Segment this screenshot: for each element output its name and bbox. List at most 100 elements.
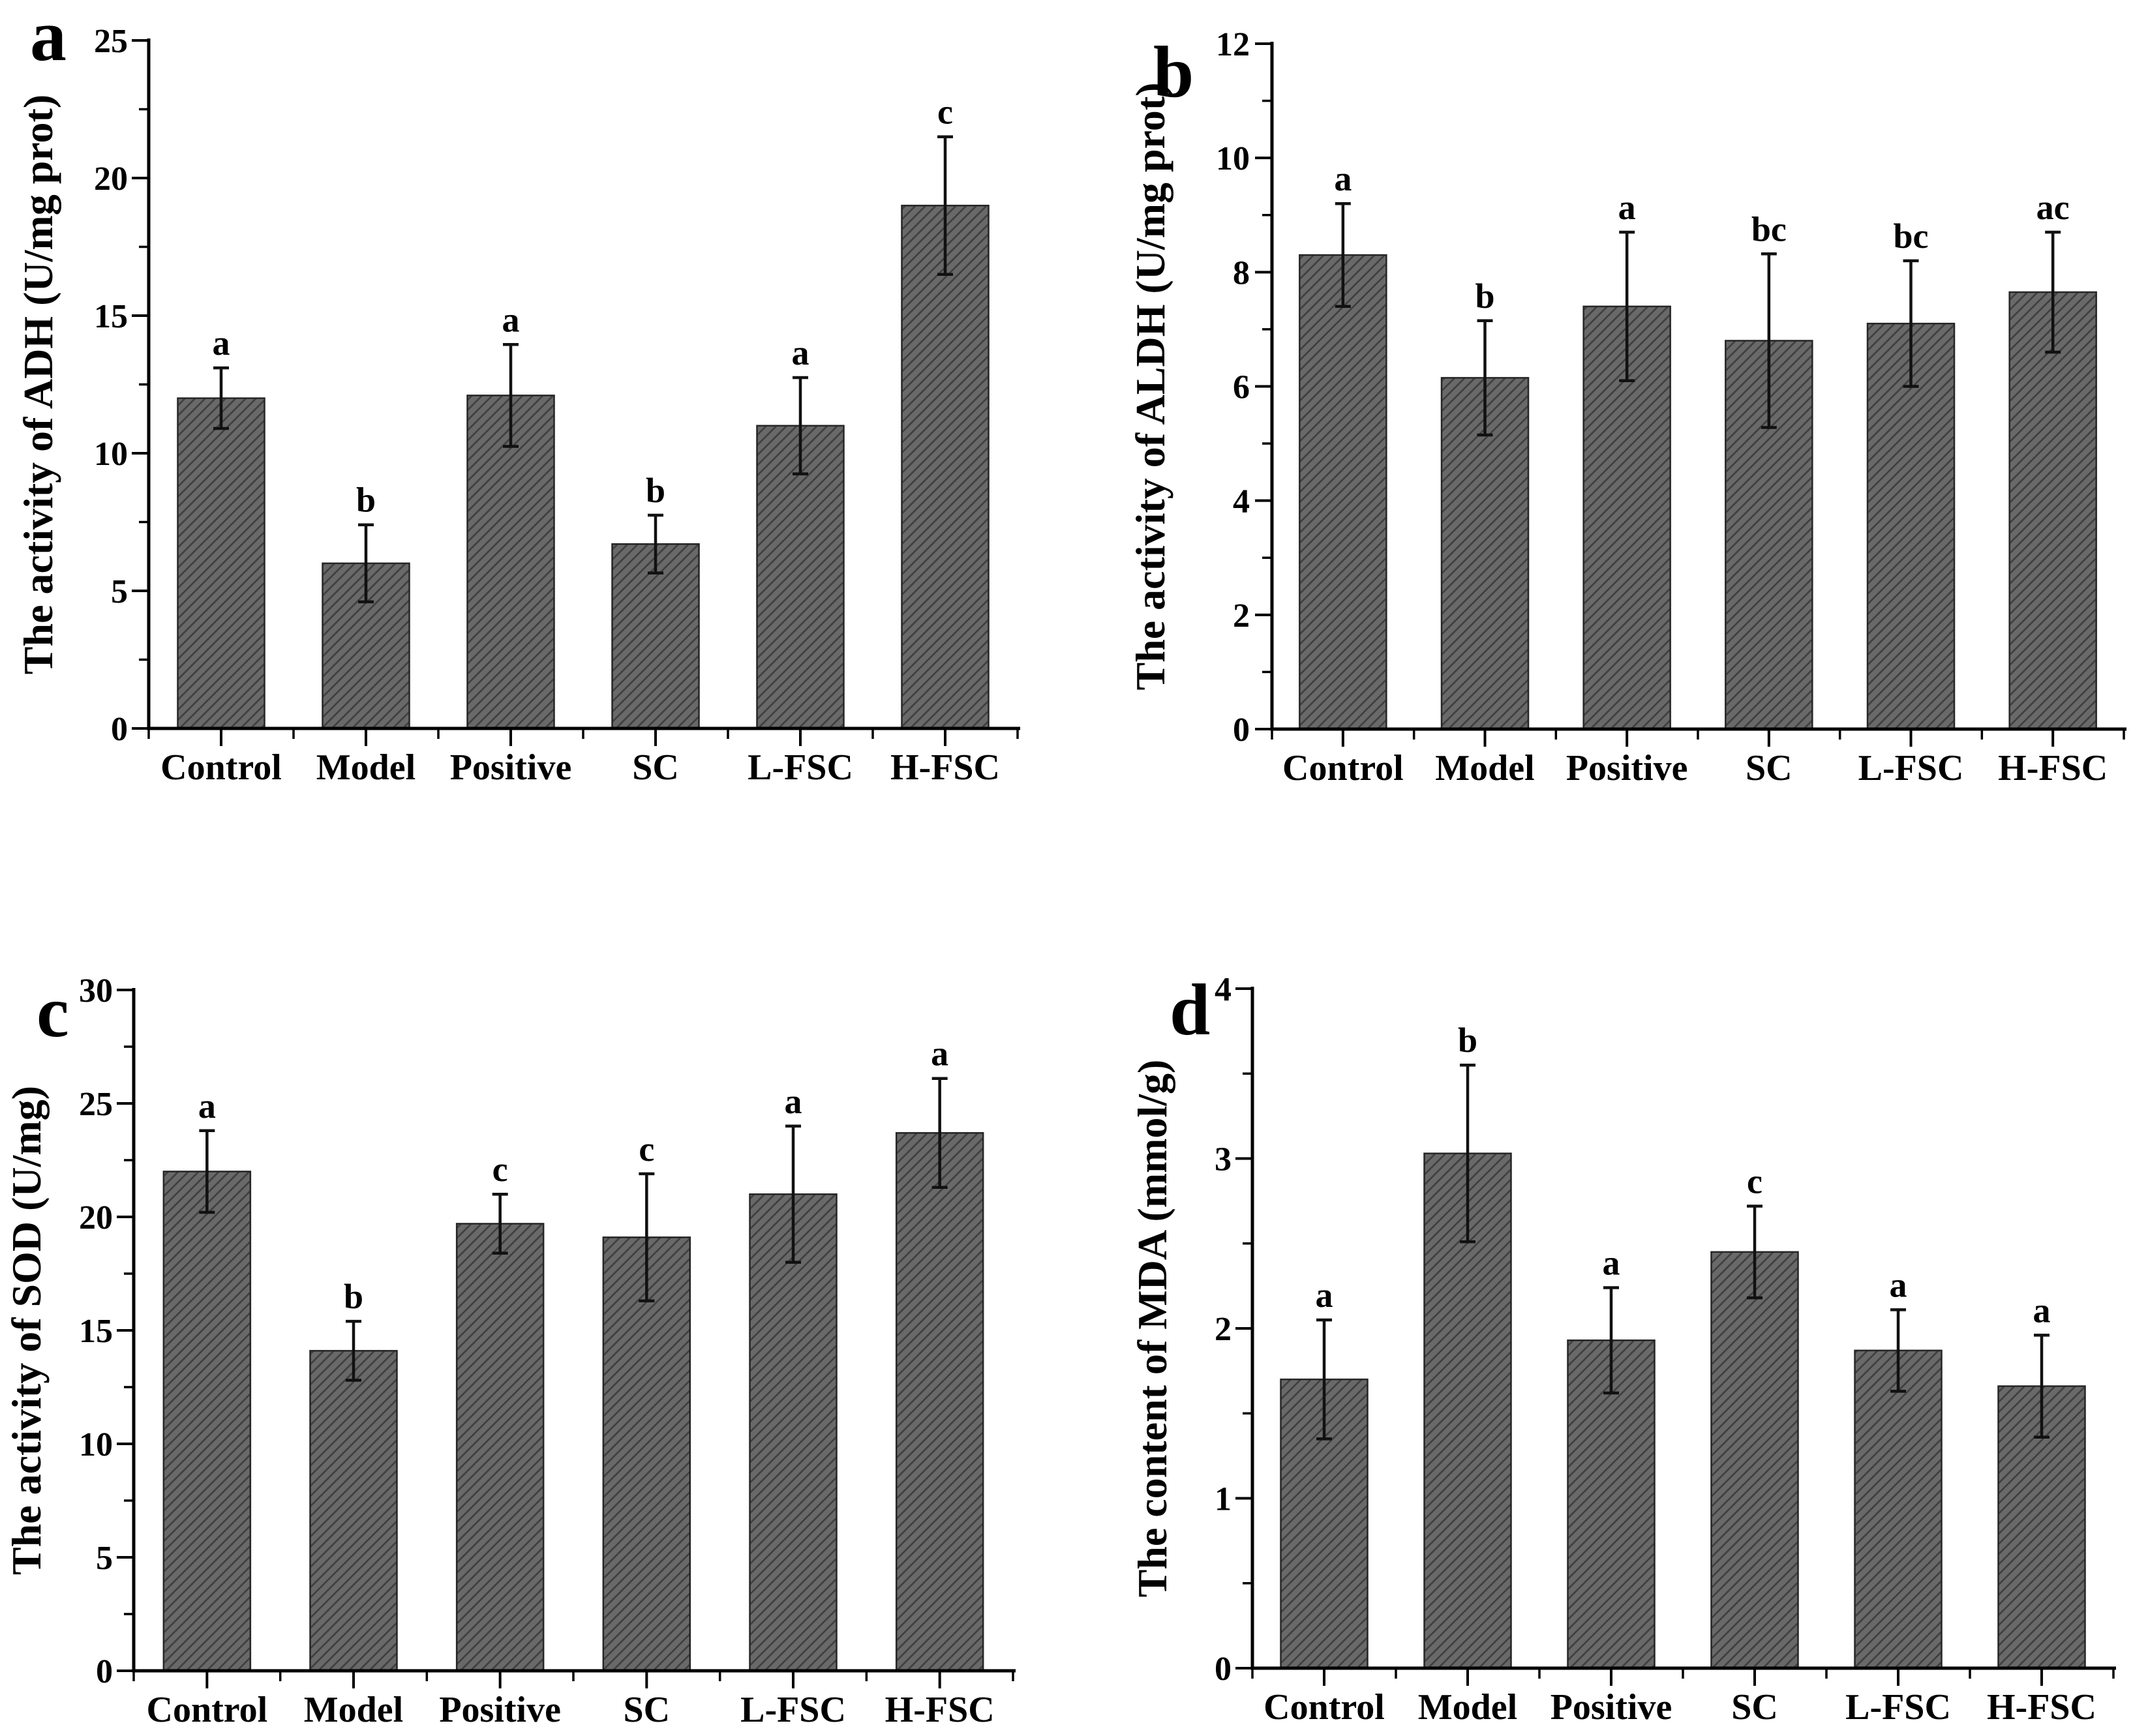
bar-Control [177,397,265,730]
category-label: SC [1746,748,1793,788]
y-tick-label: 15 [94,298,128,335]
category-label: SC [624,1690,671,1730]
y-tick-label: 20 [79,1199,113,1236]
significance-letter: ac [2036,188,2070,227]
y-tick-label: 1 [1215,1481,1232,1518]
panel-c: 0 5 10 15 20 25 30 Control Model Positive SC L-FSC H… [0,868,1066,1736]
y-tick-label: 0 [1233,711,1250,749]
category-label: Positive [1551,1687,1672,1728]
category-label: Control [147,1690,268,1730]
category-label: L-FSC [1858,748,1964,788]
axes-group [1255,42,2126,747]
panel-c-chart: 0 5 10 15 20 25 30 Control Model Positive SC L-FSC H… [3,972,1016,1730]
bar-SC [1710,1251,1799,1669]
significance-letter: a [1618,188,1636,227]
category-label: H-FSC [885,1690,995,1730]
y-tick-label: 20 [94,160,128,198]
significance-letter: bc [1751,209,1787,248]
y-tick-label: 0 [111,711,128,748]
y-tick-label: 3 [1215,1141,1232,1178]
significance-letter: c [639,1130,654,1169]
y-tick-label: 30 [79,972,113,1010]
y-tick-label: 8 [1233,254,1250,292]
category-label: L-FSC [1845,1687,1951,1728]
significance-letter: b [1458,1021,1477,1060]
significance-letter: c [492,1150,508,1189]
axes-group [132,38,1020,746]
y-axis-title: The activity of ALDH (U/mg prot) [1127,82,1173,690]
category-label: Positive [450,747,572,788]
significance-letter: a [931,1034,948,1073]
error-bars-group [199,1077,948,1382]
category-label: Model [304,1690,403,1730]
bar-Control [1280,1378,1369,1669]
significance-letter: b [356,481,376,520]
error-bars-group [213,135,953,604]
bar-Positive [466,395,555,730]
y-tick-label: 2 [1233,597,1250,635]
bars-group [1280,1152,2086,1669]
significance-letter: c [937,93,953,132]
y-tick-label: 4 [1233,483,1250,520]
bar-Control [162,1171,252,1672]
category-label: Positive [1566,748,1688,788]
significance-letter: b [1475,277,1494,316]
category-label: H-FSC [1998,748,2108,788]
y-tick-label: 10 [79,1426,113,1463]
bars-group [162,1131,984,1672]
y-tick-label: 10 [94,436,128,473]
y-tick-label: 10 [1216,140,1250,177]
significance-letter: a [198,1086,216,1126]
panel-b-chart: 0 2 4 6 8 10 12 Control Model Positive SC L-FSC H-FS… [1127,26,2126,788]
category-label: SC [632,747,679,788]
y-tick-label: 2 [1215,1311,1232,1348]
bar-L-FSC [749,1193,838,1672]
category-label: Positive [439,1690,561,1730]
bar-L-FSC [1854,1349,1943,1669]
category-label: L-FSC [748,747,853,788]
category-label: Model [1435,748,1534,788]
significance-letter: b [646,471,665,510]
y-axis-title: The content of MDA (mmol/g) [1129,1060,1175,1598]
significance-letter: a [1316,1276,1333,1315]
significance-letter: b [344,1277,363,1316]
significance-letter: a [502,300,520,339]
panel-letter: b [1153,32,1194,113]
bar-Positive [455,1223,545,1672]
y-tick-label: 6 [1233,369,1250,406]
panel-letter: c [37,972,69,1053]
panel-letter: d [1170,970,1210,1051]
bar-Positive [1567,1339,1656,1669]
category-label: H-FSC [1987,1687,2096,1728]
y-tick-label: 0 [1215,1651,1232,1688]
axes-group [1235,987,2116,1686]
y-tick-label: 5 [96,1540,113,1577]
category-label: Control [160,747,282,788]
significance-letter: a [785,1082,802,1121]
significance-letter: a [1603,1243,1620,1282]
bar-Control [1299,254,1387,730]
significance-letter: a [213,323,230,363]
significance-letter: c [1747,1161,1762,1201]
significance-letter: a [1890,1265,1907,1304]
bar-SC [602,1236,691,1672]
y-tick-label: 12 [1216,26,1250,63]
bar-L-FSC [756,425,845,730]
bar-H-FSC [895,1131,984,1672]
y-axis-title: The activity of SOD (U/mg) [3,1086,50,1575]
panel-letter: a [30,0,67,76]
y-tick-label: 5 [111,573,128,610]
bar-Model [309,1350,398,1672]
category-label: H-FSC [890,747,1000,788]
panel-d-chart: 0 1 2 3 4 Control Model Positive SC L-FSC H-FSC a b a… [1129,970,2116,1728]
panel-d: 0 1 2 3 4 Control Model Positive SC L-FSC H-FSC a b a… [1066,868,2133,1736]
y-tick-label: 25 [94,23,128,60]
panel-a-chart: 0 5 10 15 20 25 Control Model Positive SC L-FSC H-F… [15,0,1020,788]
y-axis-title: The activity of ADH (U/mg prot) [15,95,61,674]
error-bars-group [1316,1063,2050,1441]
bars-group [177,204,990,730]
category-label: Model [316,747,416,788]
category-label: Model [1418,1687,1517,1728]
bar-H-FSC [2008,291,2097,730]
